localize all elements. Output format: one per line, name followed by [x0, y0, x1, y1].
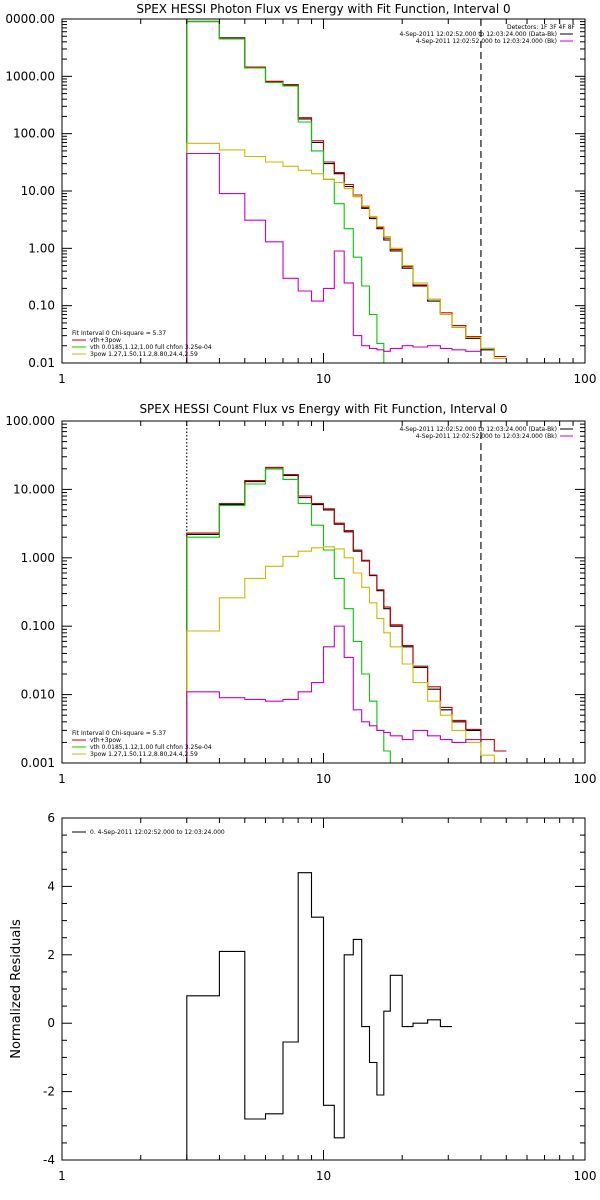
legend-label: 4-Sep-2011 12:02:52.000 to 12:03:24.000 …	[399, 31, 557, 38]
chart-title: SPEX HESSI Count Flux vs Energy with Fit…	[139, 402, 507, 416]
y-tick-label: 1.00	[28, 241, 55, 255]
plot-area	[186, 20, 507, 363]
y-tick-label: 0.10	[28, 299, 55, 313]
legend-label: 0. 4-Sep-2011 12:02:52.000 to 12:03:24.0…	[90, 829, 225, 836]
series-line-vth	[186, 21, 391, 363]
chart-title: SPEX HESSI Photon Flux vs Energy with Fi…	[136, 2, 510, 16]
y-tick-label: 0.100	[21, 619, 55, 633]
chart-panel-0: SPEX HESSI Photon Flux vs Energy with Fi…	[5, 2, 596, 386]
y-tick-label: 0.01	[28, 356, 55, 370]
series-line-3pow	[186, 546, 507, 763]
y-tick-label: 100.000	[5, 414, 55, 428]
plot-area	[186, 466, 507, 763]
chart-panel-1: SPEX HESSI Count Flux vs Energy with Fit…	[5, 402, 596, 786]
y-tick-label: -4	[43, 1153, 55, 1167]
legend-header: Detectors: 1F 3F 4F 8F	[507, 24, 576, 31]
legend-header: Fit Interval 0 Chi-square = 5.37	[72, 730, 166, 737]
y-tick-label: 1000.00	[5, 69, 55, 83]
series-line-3pow	[186, 142, 507, 363]
x-tick-label: 1	[58, 1169, 66, 1183]
x-tick-label: 1	[58, 372, 66, 386]
x-tick-label: 1	[58, 772, 66, 786]
plot-frame	[61, 18, 586, 364]
legend-label: 3pow 1.27,1.50,11.2,8.80,24.4,2.59	[90, 351, 198, 358]
legend-label: vth 0.0185,1.12,1.00 full chfon 3.25e-04	[90, 344, 212, 351]
series-line-data-bk	[186, 21, 495, 363]
series-line-vth-3pow	[186, 20, 507, 363]
legend-label: 3pow 1.27,1.50,11.2,8.80,24.4,2.59	[90, 751, 198, 758]
series-line-0	[186, 872, 452, 1160]
y-tick-label: 1.000	[21, 551, 55, 565]
legend-label: vth+3pow	[90, 337, 121, 344]
x-tick-label: 10	[316, 372, 331, 386]
y-tick-label: 10.00	[21, 184, 55, 198]
x-tick-label: 100	[574, 772, 597, 786]
legend-label: 4-Sep-2011 12:02:52.000 to 12:03:24.000 …	[416, 38, 557, 45]
legend-header: Fit Interval 0 Chi-square = 5.37	[72, 330, 166, 337]
chart-panel-2: 1 10 100 -4 -2 0 2 4 6 Normalized Residuals 0. 4-S…	[9, 811, 596, 1183]
x-tick-label: 100	[574, 372, 597, 386]
y-tick-label: 0.001	[21, 756, 55, 770]
series-line-bk	[186, 625, 481, 763]
x-tick-label: 10	[316, 772, 331, 786]
y-tick-label: 100.00	[13, 127, 55, 141]
legend-label: 4-Sep-2011 12:02:52.000 to 12:03:24.000 …	[416, 433, 557, 440]
y-tick-label: 10.000	[13, 482, 55, 496]
legend-label: vth+3pow	[90, 737, 121, 744]
y-tick-label: -2	[43, 1085, 55, 1099]
x-tick-label: 100	[574, 1169, 597, 1183]
y-tick-label: 2	[47, 948, 55, 962]
y-tick-label: 0000.00	[5, 12, 55, 26]
x-tick-label: 10	[316, 1169, 331, 1183]
plot-area	[186, 872, 452, 1160]
y-tick-label: 4	[47, 879, 55, 893]
series-line-vth	[186, 468, 403, 763]
legend-label: vth 0.0185,1.12,1.00 full chfon 3.25e-04	[90, 744, 212, 751]
series-line-bk	[186, 152, 481, 363]
y-tick-label: 0	[47, 1016, 55, 1030]
legend-label: 4-Sep-2011 12:02:52.000 to 12:03:24.000 …	[399, 426, 557, 433]
series-line-vth-3pow	[186, 466, 507, 763]
y-tick-label: 0.010	[21, 688, 55, 702]
y-axis-label: Normalized Residuals	[9, 919, 24, 1059]
y-tick-label: 6	[47, 811, 55, 825]
plot-frame	[61, 420, 586, 764]
